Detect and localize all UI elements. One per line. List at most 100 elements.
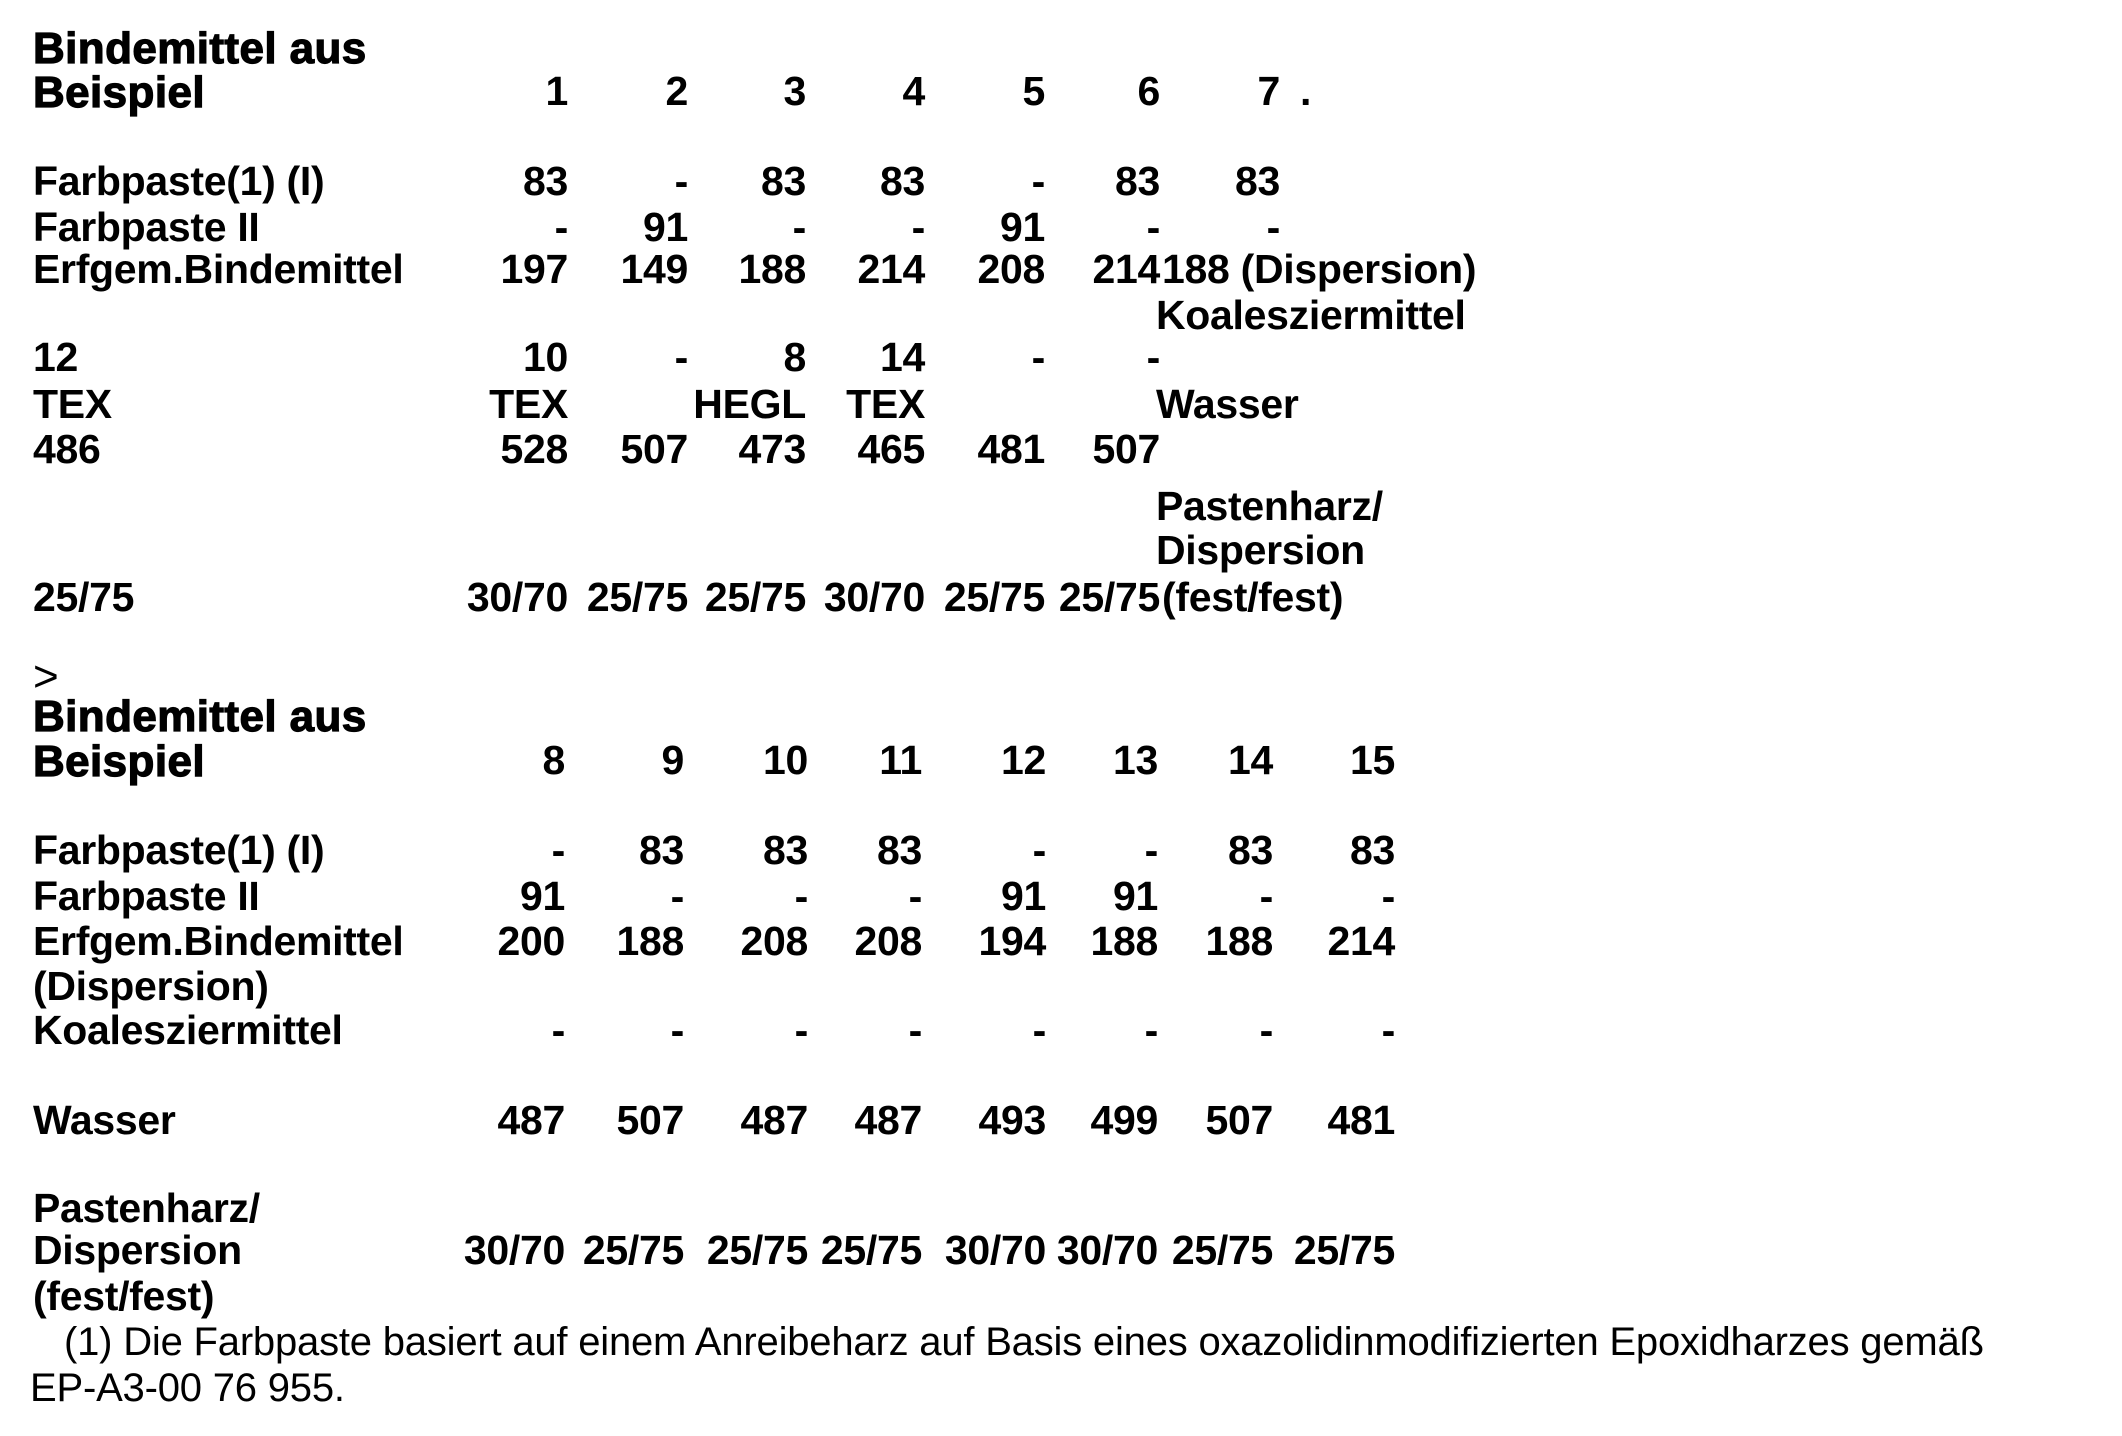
table-cell: 25/75 — [586, 574, 688, 620]
table-cell: 214 — [857, 246, 925, 292]
side-label: Pastenharz/ — [1156, 483, 1383, 529]
table-row: Farbpaste(1) (I) - 83 83 83 - - 83 83 — [0, 830, 2122, 876]
table-row: Erfgem.Bindemittel 200 188 208 208 194 188 188 2… — [0, 921, 2122, 967]
table-cell: - — [794, 873, 809, 919]
table-title: Bindemittel aus — [32, 24, 367, 73]
column-header: 9 — [661, 737, 684, 783]
row-label: Farbpaste(1) (I) — [33, 827, 325, 873]
column-header: 14 — [1227, 737, 1273, 783]
table-row: Koalesziermittel — [0, 295, 2122, 341]
table-cell: - — [1381, 1007, 1396, 1053]
table-cell: - — [1031, 334, 1046, 380]
table-cell: TEX — [846, 381, 925, 427]
table-header-label: Beispiel — [32, 68, 205, 117]
table-cell: - — [1259, 873, 1274, 919]
table-row: Koalesziermittel - - - - - - - - — [0, 1010, 2122, 1056]
table-cell: 507 — [620, 426, 688, 472]
table-cell: 30/70 — [466, 574, 568, 620]
table-cell: 83 — [1349, 827, 1395, 873]
table-cell: - — [1146, 204, 1161, 250]
row-label: (fest/fest) — [33, 1273, 215, 1319]
table-cell: 25/75 — [1171, 1227, 1273, 1273]
table-cell: 214 — [1327, 918, 1395, 964]
table-cell: - — [794, 1007, 809, 1053]
table-cell: 91 — [642, 204, 688, 250]
table-cell: 83 — [638, 827, 684, 873]
table-cell: - — [1266, 204, 1281, 250]
table-cell: 25/75 — [706, 1227, 808, 1273]
table-cell: 481 — [1327, 1097, 1395, 1143]
greater-than-symbol: > — [33, 652, 59, 701]
side-label: Dispersion — [1156, 527, 1365, 573]
table-cell: 83 — [1227, 827, 1273, 873]
table-cell: - — [1144, 827, 1159, 873]
column-header: 15 — [1349, 737, 1395, 783]
table-cell: 83 — [522, 158, 568, 204]
column-header: 5 — [1022, 68, 1045, 114]
table-cell: 83 — [762, 827, 808, 873]
row-label: Farbpaste(1) (I) — [33, 158, 325, 204]
table-cell: 208 — [740, 918, 808, 964]
row-label: 12 — [33, 334, 79, 380]
footnote-line-2: EP-A3-00 76 955. — [30, 1366, 345, 1410]
column-header: 7 — [1257, 68, 1280, 114]
table-cell: - — [908, 873, 923, 919]
table-row: (Dispersion) — [0, 966, 2122, 1012]
column-header: 10 — [762, 737, 808, 783]
table-cell: 30/70 — [944, 1227, 1046, 1273]
table-cell: 188 — [1205, 918, 1273, 964]
column-header: 3 — [783, 68, 806, 114]
table-cell: 14 — [879, 334, 925, 380]
row-label: Dispersion — [33, 1227, 242, 1273]
table-row: 25/75 30/70 25/75 25/75 30/70 25/75 25/75 (fest… — [0, 577, 2122, 623]
table-cell: - — [1144, 1007, 1159, 1053]
row-label: Erfgem.Bindemittel — [33, 918, 404, 964]
table-cell: 83 — [760, 158, 806, 204]
table-cell: 528 — [500, 426, 568, 472]
table-cell: 188 — [616, 918, 684, 964]
table-row: Wasser 487 507 487 487 493 499 507 481 — [0, 1100, 2122, 1146]
table-title-row: Bindemittel aus — [0, 24, 2122, 73]
table-cell: 149 — [620, 246, 688, 292]
table-cell: - — [792, 204, 807, 250]
row-trailing-text: (fest/fest) — [1162, 574, 1344, 620]
table-cell: 188 — [1090, 918, 1158, 964]
table-cell: 8 — [783, 334, 806, 380]
table-cell: 25/75 — [943, 574, 1045, 620]
column-header: 6 — [1137, 68, 1160, 114]
table-cell: 83 — [876, 827, 922, 873]
table-cell: 91 — [999, 204, 1045, 250]
row-label: Koalesziermittel — [33, 1007, 343, 1053]
side-label: Koalesziermittel — [1156, 292, 1466, 338]
footnote-line-1: (1) Die Farbpaste basiert auf einem Anre… — [64, 1320, 1984, 1364]
table-row: Farbpaste II 91 - - - 91 91 - - — [0, 876, 2122, 922]
table-header-row: Beispiel 1 2 3 4 5 6 7. — [0, 68, 2122, 117]
table-cell: 25/75 — [704, 574, 806, 620]
row-label: Farbpaste II — [33, 873, 260, 919]
table-cell: 194 — [978, 918, 1046, 964]
table-header-row: Beispiel 8 9 10 11 12 13 14 15 — [0, 737, 2122, 786]
table-cell: 214 — [1092, 246, 1160, 292]
table-cell: - — [1032, 827, 1047, 873]
column-header: 2 — [665, 68, 688, 114]
table-cell: 91 — [1112, 873, 1158, 919]
table-cell: 188 — [738, 246, 806, 292]
row-label: TEX — [33, 381, 112, 427]
row-trailing-text: 188 (Dispersion) — [1162, 246, 1477, 292]
table-cell: 481 — [977, 426, 1045, 472]
table-cell: 507 — [1092, 426, 1160, 472]
table-cell: - — [670, 1007, 685, 1053]
table-title: Bindemittel aus — [32, 692, 367, 741]
table-cell: 465 — [857, 426, 925, 472]
table-cell: - — [674, 158, 689, 204]
table-header-label: Beispiel — [32, 737, 205, 786]
table-row: Pastenharz/ — [0, 486, 2122, 532]
table-cell: 25/75 — [820, 1227, 922, 1273]
table-cell: - — [908, 1007, 923, 1053]
table-row: (fest/fest) — [0, 1276, 2122, 1322]
table-cell: - — [554, 204, 569, 250]
table-cell: 208 — [977, 246, 1045, 292]
table-cell: 499 — [1090, 1097, 1158, 1143]
row-label: Erfgem.Bindemittel — [33, 246, 404, 292]
table-title-row: Bindemittel aus — [0, 692, 2122, 741]
